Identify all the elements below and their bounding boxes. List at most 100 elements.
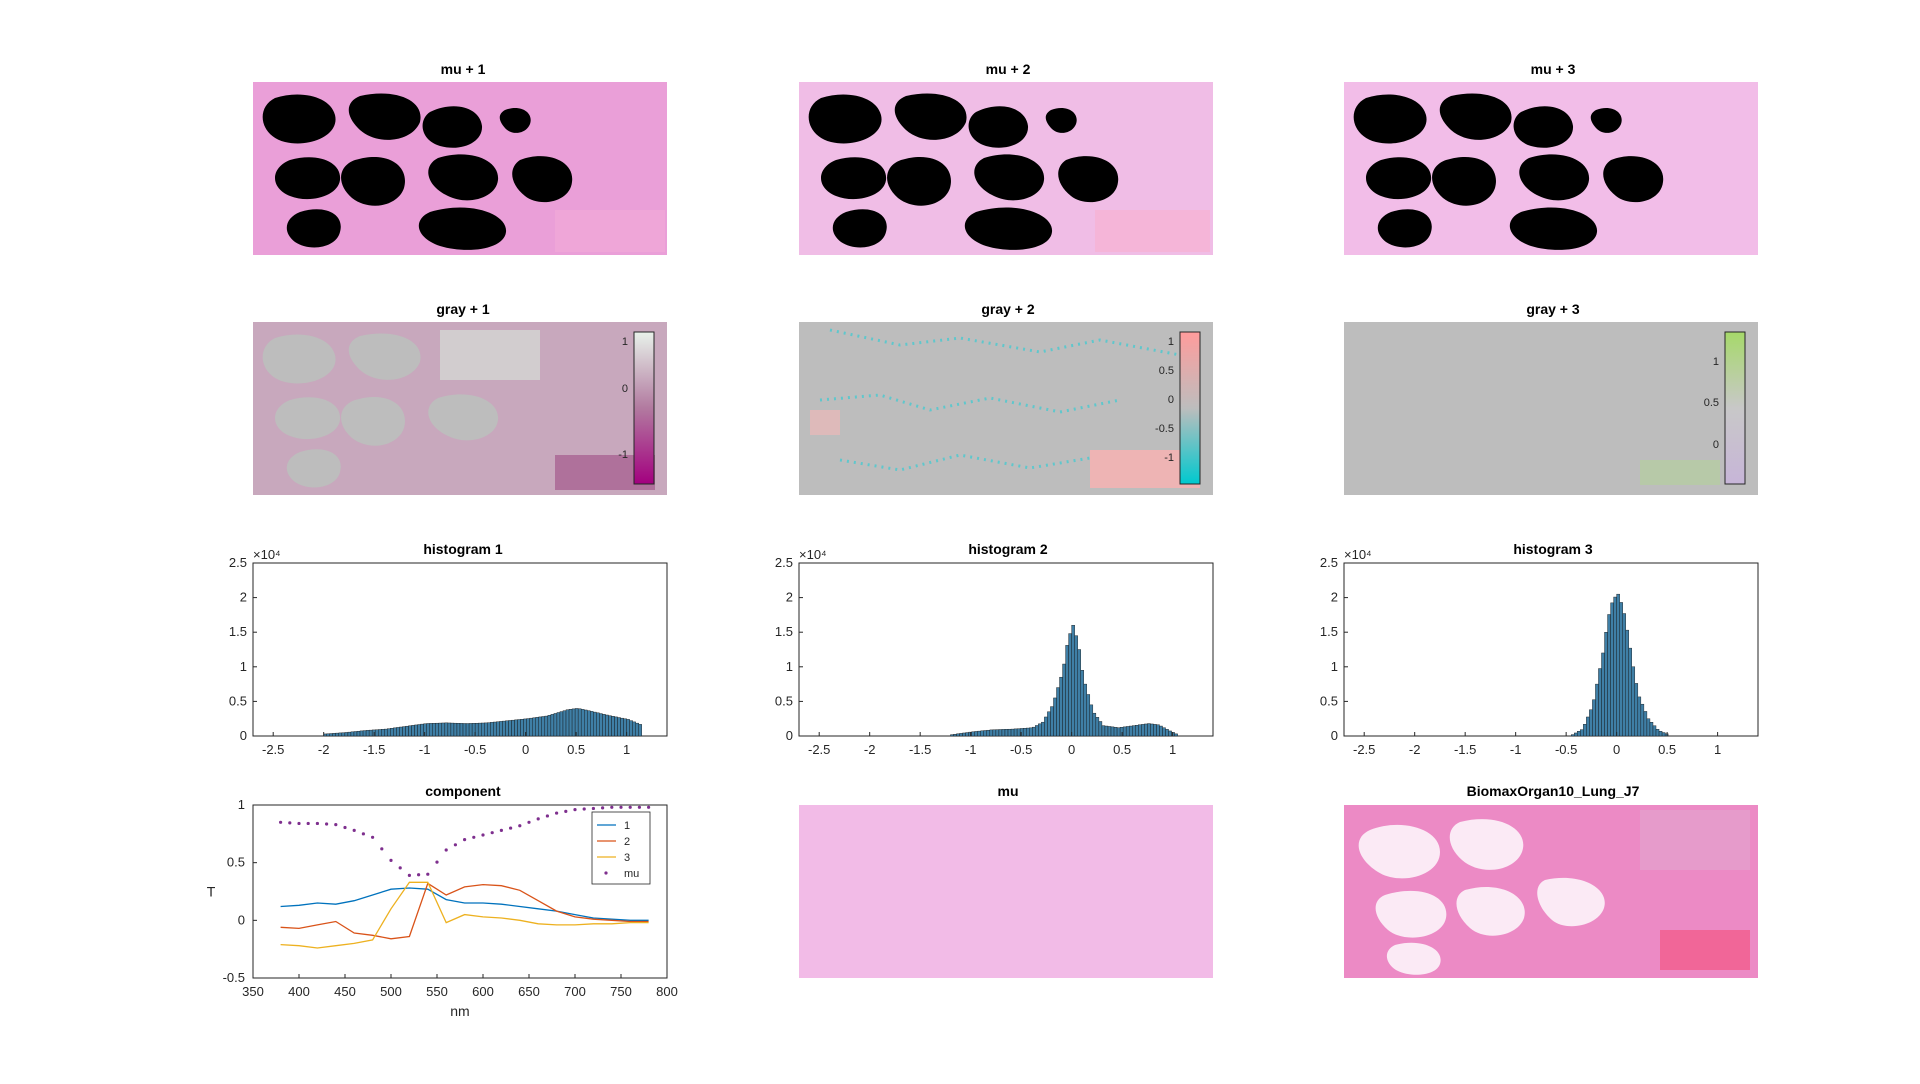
colorbar-gray2: 1 0.5 0 -0.5 -1	[1155, 331, 1201, 485]
histogram-bar	[1640, 703, 1645, 737]
histogram-bar	[1586, 716, 1590, 737]
series-point-mu	[582, 807, 586, 811]
x-tick-label: -2	[864, 742, 876, 757]
x-tick-label: -2.5	[262, 742, 284, 757]
histogram-bar	[1022, 728, 1027, 737]
mu-color-swatch	[799, 805, 1213, 978]
histogram-bar	[1019, 728, 1024, 737]
panel-title-mu2: mu + 2	[986, 61, 1031, 77]
histogram-bar	[341, 732, 346, 737]
histogram-bar	[429, 723, 433, 737]
series-point-mu	[573, 808, 577, 812]
histogram-bar	[571, 708, 576, 737]
y-tick-label: 2	[786, 590, 793, 605]
histogram-bar	[405, 725, 409, 737]
histogram-bar	[632, 721, 636, 737]
histogram-bar	[1038, 723, 1042, 737]
series-point-mu	[444, 848, 448, 852]
histogram-bar	[1610, 602, 1614, 737]
legend-label: 3	[624, 852, 630, 864]
y-tick-label: 0	[786, 728, 793, 743]
histogram-bar	[1116, 727, 1121, 737]
x-tick-label: -1	[965, 742, 977, 757]
histogram-bar	[399, 726, 403, 737]
x-tick-label: 400	[288, 984, 310, 999]
histogram-bar	[1113, 727, 1118, 737]
x-tick-label: -2	[1409, 742, 1421, 757]
histogram-bar	[520, 719, 524, 737]
image-gray2	[799, 322, 1213, 495]
histogram-bar	[365, 730, 370, 737]
x-tick-label: 550	[426, 984, 448, 999]
histogram-bar	[1065, 645, 1069, 737]
histogram-bar	[1035, 725, 1039, 737]
legend-label: mu	[624, 868, 639, 880]
histogram-bar	[1095, 717, 1100, 737]
histogram-bar	[587, 710, 591, 737]
histogram-bar	[1583, 724, 1587, 737]
series-point-mu	[564, 809, 568, 813]
histogram-bar	[971, 731, 975, 737]
histogram-bar	[1574, 732, 1578, 737]
histogram-bar	[950, 734, 954, 737]
histogram-bar	[1125, 726, 1130, 737]
histogram-bar	[992, 729, 997, 737]
colorbar-tick: 1	[622, 336, 628, 348]
series-point-mu	[472, 835, 476, 839]
panel-title-gray2: gray + 2	[981, 301, 1035, 317]
colorbar-tick: 0	[1713, 439, 1719, 451]
histogram-bar	[490, 722, 494, 737]
histogram-bar	[1150, 723, 1154, 737]
panel-title-hist3: histogram 3	[1513, 541, 1593, 557]
x-tick-label: 700	[564, 984, 586, 999]
colorbar-tick: -1	[618, 449, 628, 461]
histogram-bar	[584, 709, 588, 737]
histogram-bar	[1153, 724, 1157, 737]
y-tick-label: 0	[1331, 728, 1338, 743]
y-tick-label: 2.5	[1320, 555, 1338, 570]
histogram-bar	[1577, 731, 1581, 737]
histogram-bar	[1664, 733, 1669, 737]
histogram-bar	[402, 726, 406, 737]
histogram-bar	[1634, 683, 1639, 737]
histogram-bar	[484, 722, 488, 737]
x-tick-label: 500	[380, 984, 402, 999]
histogram-bar	[980, 730, 984, 737]
series-point-mu	[637, 805, 642, 809]
histogram-bar	[553, 713, 558, 737]
histogram-bar	[535, 717, 539, 737]
histogram-bar	[974, 731, 978, 737]
histogram-bar	[1661, 732, 1666, 737]
histogram-bar	[1044, 716, 1048, 737]
histogram-bar	[986, 729, 991, 737]
histogram-bar	[1016, 728, 1021, 737]
histogram-bar	[335, 732, 340, 737]
y-tick-label: 1	[1331, 659, 1338, 674]
image-mu2	[799, 82, 1213, 255]
plot-area	[798, 562, 1214, 737]
series-point-mu	[610, 805, 614, 809]
histogram-bar	[1089, 704, 1094, 737]
series-point-mu	[463, 838, 467, 842]
histogram-bar	[432, 723, 436, 737]
histogram-bar	[374, 729, 379, 737]
x-tick-label: -2	[318, 742, 330, 757]
histogram-bar	[608, 715, 612, 737]
image-he-sample	[1344, 805, 1758, 978]
panel-title-mu1: mu + 1	[441, 61, 486, 77]
histogram-bar	[1655, 729, 1660, 737]
histogram-bar	[532, 717, 536, 737]
series-point-mu	[591, 806, 596, 811]
component-plot: 350 400 450 500 550 600 650 700 750 800 -0.5 0 0.5 1 n…	[207, 797, 678, 1019]
histogram-bar	[523, 718, 527, 737]
histogram-bar	[423, 723, 427, 737]
series-point-mu	[499, 828, 503, 832]
histogram-bar	[459, 723, 464, 737]
histogram-bar	[574, 708, 579, 737]
histogram-bar	[387, 728, 391, 737]
series-line-3	[280, 881, 649, 949]
histogram-bar	[577, 708, 582, 737]
histogram-layer: -2.5 -2 -1.5 -1 -0.5 0 0.5 100.511.522.5×10⁴-2.…	[229, 547, 1759, 757]
series-point-mu	[417, 873, 421, 877]
series-point-mu	[509, 826, 513, 830]
